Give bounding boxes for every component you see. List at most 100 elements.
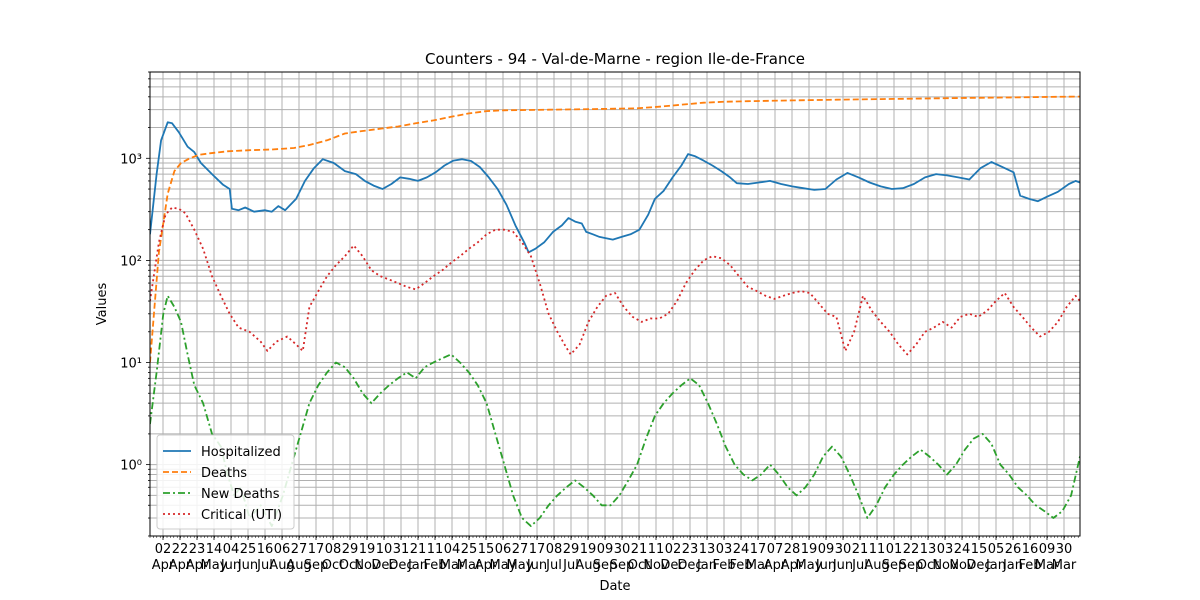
x-tick-label-day: 21: [631, 542, 648, 557]
x-tick-label-month: Nov: [932, 558, 958, 573]
x-tick-label-day: 11: [869, 542, 886, 557]
x-tick-label-day: 11: [427, 542, 444, 557]
x-tick-label-month: May: [796, 558, 823, 573]
x-tick-label-day: 29: [563, 542, 580, 557]
y-axis-label: Values: [95, 283, 110, 326]
legend: Hospitalized Deaths New Deaths Critical (UT…: [156, 434, 295, 530]
x-tick-label-day: 15: [971, 542, 988, 557]
x-tick-label-month: Dec: [388, 558, 413, 573]
x-tick-label-month: Nov: [949, 558, 975, 573]
x-tick-label-day: 31: [393, 542, 410, 557]
x-tick-label-day: 07: [767, 542, 784, 557]
x-tick-label-month: Jul: [851, 558, 868, 573]
x-tick-label-month: Mar: [1035, 558, 1060, 573]
x-tick-label-month: Apr: [781, 558, 804, 573]
x-tick-label-month: Sep: [610, 558, 635, 573]
x-tick-label-month: Apr: [186, 558, 209, 573]
x-tick-label-month: Mar: [457, 558, 482, 573]
x-tick-label-day: 22: [903, 542, 920, 557]
x-tick-label-month: Jan: [407, 558, 428, 573]
x-tick-label-month: Oct: [628, 558, 650, 573]
y-tick-label: 10³: [120, 152, 142, 167]
x-tick-label-month: Feb: [423, 558, 446, 573]
x-tick-label-day: 06: [274, 542, 291, 557]
x-tick-label-month: May: [490, 558, 517, 573]
y-tick-label: 10²: [120, 254, 142, 269]
x-tick-label-month: Oct: [917, 558, 939, 573]
x-tick-label-day: 30: [835, 542, 852, 557]
x-tick-label-day: 17: [308, 542, 325, 557]
x-tick-label-month: Apr: [169, 558, 192, 573]
y-tick-label: 10⁰: [120, 459, 142, 474]
x-tick-label-month: Jun: [237, 558, 258, 573]
series-line-0: [150, 121, 1080, 254]
x-tick-label-day: 01: [886, 542, 903, 557]
x-tick-label-day: 23: [189, 542, 206, 557]
x-tick-label-month: Aug: [864, 558, 889, 573]
legend-label: Hospitalized: [201, 445, 281, 460]
x-tick-label-day: 03: [716, 542, 733, 557]
x-tick-label-month: Dec: [677, 558, 702, 573]
x-tick-label-month: Sep: [882, 558, 907, 573]
x-tick-label-day: 13: [920, 542, 937, 557]
x-tick-label-month: Oct: [322, 558, 344, 573]
legend-box: [156, 434, 295, 530]
x-tick-label-day: 09: [818, 542, 835, 557]
x-tick-label-day: 16: [1022, 542, 1039, 557]
x-axis-label: Date: [599, 579, 630, 594]
x-tick-label-day: 24: [733, 542, 750, 557]
x-tick-label-month: Mar: [746, 558, 771, 573]
x-tick-label-month: Feb: [729, 558, 752, 573]
x-tick-label-day: 02: [665, 542, 682, 557]
x-tick-label-month: Nov: [354, 558, 380, 573]
x-tick-label-day: 04: [444, 542, 461, 557]
x-tick-label-month: Feb: [1018, 558, 1041, 573]
x-tick-label-month: Aug: [286, 558, 311, 573]
x-tick-label-day: 30: [614, 542, 631, 557]
x-tick-label-month: Apr: [152, 558, 175, 573]
x-tick-label-day: 09: [1039, 542, 1056, 557]
x-tick-label-day: 27: [512, 542, 529, 557]
axis-ticks: 10⁰10¹10²10³02Apr22Apr23Apr14May04Jun25J…: [120, 71, 1079, 573]
x-tick-label-day: 19: [580, 542, 597, 557]
x-tick-label-month: Apr: [475, 558, 498, 573]
x-tick-label-day: 21: [410, 542, 427, 557]
x-tick-label-day: 25: [461, 542, 478, 557]
series-line-1: [150, 95, 1080, 363]
x-tick-label-month: Jun: [220, 558, 241, 573]
x-tick-label-day: 06: [495, 542, 512, 557]
x-tick-label-day: 29: [342, 542, 359, 557]
x-tick-label-month: Nov: [643, 558, 669, 573]
x-tick-label-month: Jul: [562, 558, 579, 573]
x-tick-label-day: 02: [155, 542, 172, 557]
x-tick-label-month: Mar: [1052, 558, 1077, 573]
chart-title: Counters - 94 - Val-de-Marne - region Il…: [425, 50, 805, 68]
x-tick-label-day: 21: [852, 542, 869, 557]
x-tick-label-month: Jun: [526, 558, 547, 573]
x-tick-label-day: 05: [988, 542, 1005, 557]
x-tick-label-day: 22: [172, 542, 189, 557]
x-tick-label-day: 19: [801, 542, 818, 557]
x-tick-label-month: Jan: [985, 558, 1006, 573]
series-line-3: [150, 206, 1080, 356]
x-tick-label-day: 25: [240, 542, 257, 557]
x-tick-label-day: 17: [529, 542, 546, 557]
x-tick-label-month: Dec: [371, 558, 396, 573]
x-tick-label-day: 13: [699, 542, 716, 557]
x-tick-label-day: 09: [597, 542, 614, 557]
x-tick-label-day: 08: [546, 542, 563, 557]
legend-label: Deaths: [201, 466, 247, 481]
x-tick-label-month: Aug: [269, 558, 294, 573]
legend-label: New Deaths: [201, 487, 280, 502]
x-tick-label-month: May: [507, 558, 534, 573]
x-tick-label-month: Apr: [764, 558, 787, 573]
x-tick-label-day: 26: [1005, 542, 1022, 557]
x-tick-label-month: Jul: [545, 558, 562, 573]
x-tick-label-day: 10: [376, 542, 393, 557]
x-tick-label-day: 08: [325, 542, 342, 557]
x-tick-label-month: Sep: [899, 558, 924, 573]
x-tick-label-month: Jun: [815, 558, 836, 573]
plot-frame: [149, 71, 1081, 537]
x-tick-label-day: 17: [750, 542, 767, 557]
